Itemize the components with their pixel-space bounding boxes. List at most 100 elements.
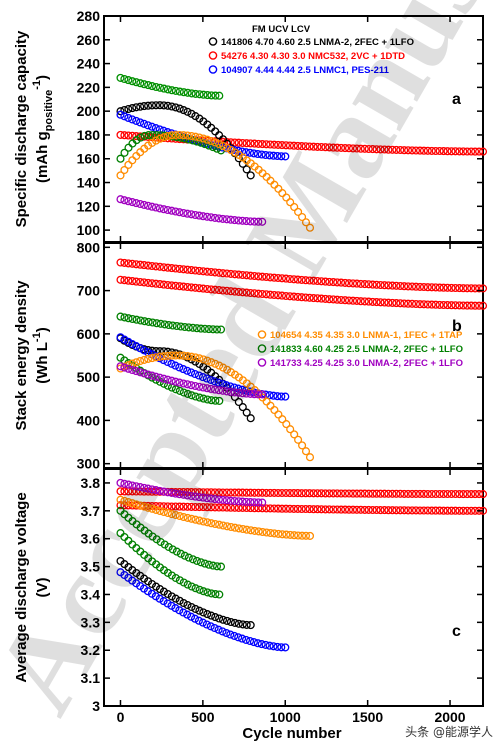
data-point (376, 489, 385, 498)
data-point (258, 498, 267, 507)
data-point (270, 290, 279, 300)
data-point (175, 490, 184, 499)
data-point (140, 261, 149, 270)
data-point (207, 91, 216, 100)
x-axis-label: Cycle number (242, 725, 341, 742)
y-tick-label: 3.8 (81, 475, 101, 491)
data-point (356, 489, 365, 498)
data-point (404, 282, 413, 291)
data-point (281, 504, 291, 513)
data-point (427, 506, 436, 515)
data-point (152, 319, 161, 328)
data-point (120, 335, 129, 344)
data-point (168, 321, 177, 330)
panel-letter: c (452, 623, 461, 640)
data-point (246, 389, 255, 398)
data-point (222, 496, 231, 505)
data-point (132, 367, 141, 376)
data-point (218, 627, 227, 636)
data-point (144, 101, 153, 110)
data-point (187, 582, 196, 591)
data-point (128, 314, 137, 324)
data-point (187, 283, 196, 292)
data-point (419, 282, 428, 292)
data-point (341, 296, 350, 305)
data-point (443, 147, 452, 156)
data-point (210, 503, 220, 512)
data-point (356, 505, 365, 514)
data-point (140, 502, 149, 511)
data-point (277, 392, 286, 401)
data-point (341, 489, 350, 498)
data-point (226, 146, 236, 155)
data-point (411, 282, 421, 291)
data-point (192, 137, 201, 146)
data-point (175, 130, 184, 140)
data-point (305, 293, 314, 302)
data-point (172, 321, 181, 331)
data-point (467, 506, 476, 515)
data-point (443, 301, 452, 310)
data-point (183, 580, 192, 589)
y-tick-label: 220 (77, 79, 101, 95)
data-point (151, 353, 161, 362)
legend-marker (257, 358, 267, 367)
data-point (333, 295, 342, 304)
data-point (301, 489, 310, 498)
data-point (211, 396, 220, 405)
data-point (132, 358, 141, 367)
data-point (360, 489, 369, 498)
data-point (253, 639, 262, 648)
data-point (262, 290, 271, 299)
data-point (431, 300, 440, 309)
data-point (313, 505, 322, 514)
data-point (278, 530, 287, 539)
data-point (159, 133, 168, 142)
data-point (152, 535, 161, 544)
data-point (415, 146, 425, 155)
data-point (183, 502, 192, 511)
data-point (144, 131, 153, 140)
data-point (273, 642, 282, 651)
data-point (199, 488, 208, 497)
data-point (270, 529, 279, 538)
data-point (467, 301, 476, 310)
data-point (144, 141, 153, 150)
data-point (140, 483, 149, 492)
data-point (411, 506, 421, 515)
data-point (269, 151, 278, 160)
data-point (175, 208, 184, 217)
data-point (143, 484, 153, 493)
data-point (183, 600, 192, 610)
data-point (140, 80, 149, 89)
data-point (250, 271, 259, 281)
data-point (140, 131, 149, 140)
data-point (151, 101, 161, 110)
data-point (364, 144, 373, 154)
data-point (254, 139, 263, 148)
data-point (199, 503, 208, 512)
y-tick-label: 3.1 (81, 670, 101, 686)
data-point (159, 597, 168, 606)
data-point (203, 488, 212, 497)
data-point (116, 195, 125, 204)
legend-marker (208, 65, 218, 74)
data-point (297, 275, 306, 284)
data-point (167, 510, 176, 519)
data-point (415, 300, 425, 309)
data-point (290, 202, 299, 212)
data-point (289, 141, 298, 150)
data-point (435, 489, 444, 499)
data-point (411, 489, 421, 498)
data-point (290, 531, 299, 540)
data-point (120, 258, 129, 267)
data-point (301, 293, 310, 302)
data-point (187, 131, 196, 141)
data-point (128, 365, 137, 375)
data-point (147, 279, 157, 288)
data-point (380, 489, 389, 498)
data-point (210, 495, 220, 504)
data-point (175, 606, 184, 615)
data-point (455, 506, 464, 515)
data-point (195, 133, 204, 142)
